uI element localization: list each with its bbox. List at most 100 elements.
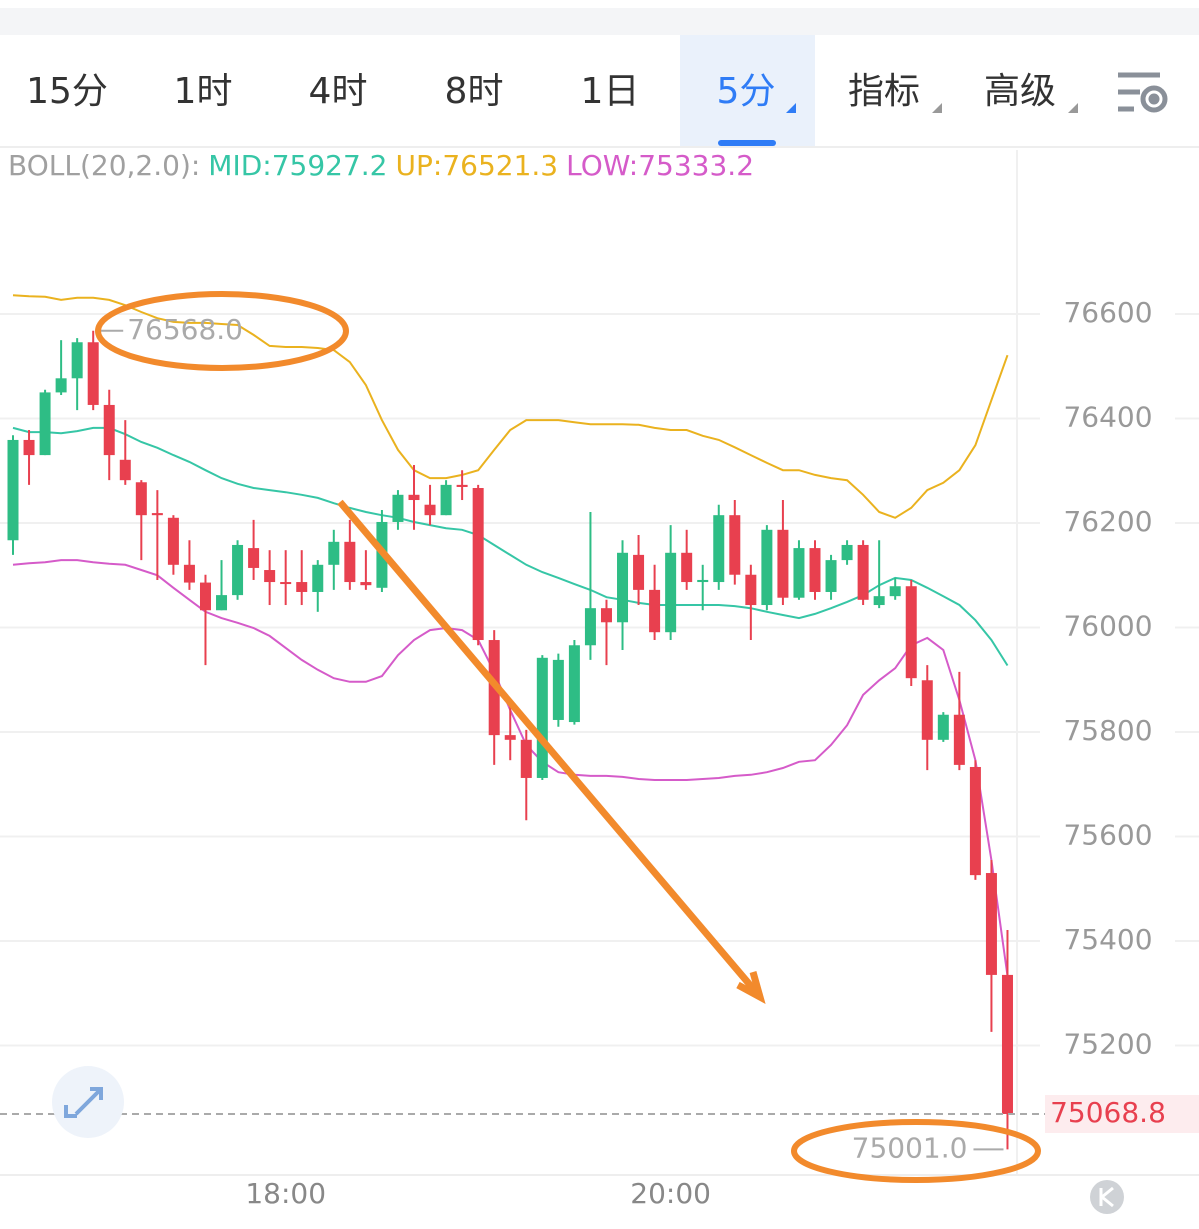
candle-body <box>520 739 532 778</box>
tick-label-bg <box>1040 505 1175 542</box>
candle-body <box>568 645 580 723</box>
tab[interactable]: 5分 <box>717 71 776 112</box>
candle-body <box>216 595 228 611</box>
candle-body <box>232 544 244 596</box>
tab[interactable]: 4时 <box>309 71 368 112</box>
candle-body <box>424 504 436 516</box>
dropdown-caret <box>932 103 942 113</box>
candle-body <box>296 582 308 592</box>
y-tick-label: 75600 <box>1063 818 1152 851</box>
y-tick-label: 75800 <box>1063 714 1152 747</box>
candle-body <box>552 659 564 720</box>
candle-body <box>472 488 484 641</box>
candle-body <box>985 873 997 975</box>
tab[interactable]: 1时 <box>174 71 233 112</box>
candle-body <box>392 494 404 522</box>
tick-label-bg <box>1040 400 1175 437</box>
status-strip <box>0 8 1199 35</box>
candle-body <box>825 560 837 592</box>
candle-body <box>167 517 179 565</box>
tick-label-bg <box>1040 609 1175 646</box>
candle-body <box>745 574 757 606</box>
candle-body <box>681 552 693 583</box>
candle-body <box>953 714 965 765</box>
candle-body <box>777 529 789 598</box>
candle-body <box>71 342 83 379</box>
last-price-label: 75068.8 <box>1050 1096 1166 1129</box>
candle-body <box>39 392 51 456</box>
candle-body <box>440 484 452 516</box>
candle-body <box>360 582 372 586</box>
candle-body <box>408 494 420 501</box>
y-tick-label: 76400 <box>1063 401 1152 434</box>
y-tick-label: 75200 <box>1063 1027 1152 1060</box>
candle-body <box>280 582 292 585</box>
expand-icon[interactable] <box>52 1066 124 1138</box>
highlight-ellipse <box>95 291 349 371</box>
candle-body <box>921 680 933 740</box>
y-tick-label: 76600 <box>1063 296 1152 329</box>
last-price-bg <box>1045 1094 1199 1133</box>
k-icon[interactable] <box>1090 1180 1124 1214</box>
candle-body <box>857 544 869 600</box>
x-tick-label: 18:00 <box>245 1177 326 1210</box>
candle-body <box>536 657 548 778</box>
tick-label-bg <box>1040 922 1175 959</box>
candle-body <box>7 439 19 541</box>
tab[interactable]: 指标 <box>848 71 920 112</box>
x-tick-label: 20:00 <box>630 1177 711 1210</box>
active-tab-bg <box>680 35 815 147</box>
band-line <box>12 559 1009 977</box>
candle-body <box>809 548 821 592</box>
candle-body <box>729 515 741 575</box>
tab-bar: 15分 1时 4时 8时 1日 5分 指标 高级 <box>26 71 1168 113</box>
tab[interactable]: 高级 <box>984 71 1056 112</box>
candle-body <box>248 548 260 568</box>
candle-body <box>905 586 917 679</box>
legend-entry: MID:75927.2 <box>208 149 387 182</box>
candle-body <box>713 515 725 583</box>
candle-body <box>23 439 35 456</box>
candle-body <box>456 484 468 487</box>
candle-body <box>841 544 853 561</box>
candle-body <box>889 586 901 597</box>
tick-label-bg <box>1040 713 1175 750</box>
tab[interactable]: 8时 <box>445 71 504 112</box>
band-line <box>12 426 1009 667</box>
band-line <box>12 294 1009 519</box>
candle-body <box>328 541 340 565</box>
tick-label-bg <box>1040 1027 1175 1064</box>
candle-body <box>199 582 211 611</box>
highlight-ellipse <box>791 1119 1041 1183</box>
high-marker-label: 76568.0 <box>127 313 243 346</box>
candle-body <box>584 608 596 646</box>
tick-label-bg <box>1040 296 1175 333</box>
candle-body <box>119 459 131 481</box>
candle-body <box>649 589 661 633</box>
legend-entry: LOW:75333.2 <box>566 149 754 182</box>
candle-body <box>87 342 99 405</box>
candle-body <box>264 570 276 583</box>
candle-body <box>344 541 356 583</box>
tab[interactable]: 15分 <box>26 71 108 112</box>
y-tick-label: 75400 <box>1063 923 1152 956</box>
y-tick-label: 76200 <box>1063 505 1152 538</box>
annotations <box>95 291 1041 1183</box>
candle-body <box>600 608 612 623</box>
candle-body <box>504 735 516 740</box>
indicator-legend: BOLL(20,2.0): MID:75927.2 UP:76521.3 LOW:75… <box>8 149 754 182</box>
candle-body <box>697 579 709 583</box>
candle-body <box>1001 974 1013 1114</box>
settings-icon[interactable] <box>1118 72 1168 113</box>
candle-body <box>761 529 773 606</box>
candle-body <box>103 404 115 456</box>
plot: 75200 75400 75600 75800 76000 76200 76400 76600… <box>0 149 1199 1210</box>
tab[interactable]: 1日 <box>581 71 640 112</box>
dropdown-caret <box>1068 103 1078 113</box>
low-marker-label: 75001.0 <box>852 1131 968 1164</box>
trend-arrowhead <box>736 971 766 1005</box>
indicator-label: BOLL(20,2.0): <box>8 149 200 182</box>
candle-body <box>969 766 981 876</box>
candle-body <box>937 714 949 740</box>
